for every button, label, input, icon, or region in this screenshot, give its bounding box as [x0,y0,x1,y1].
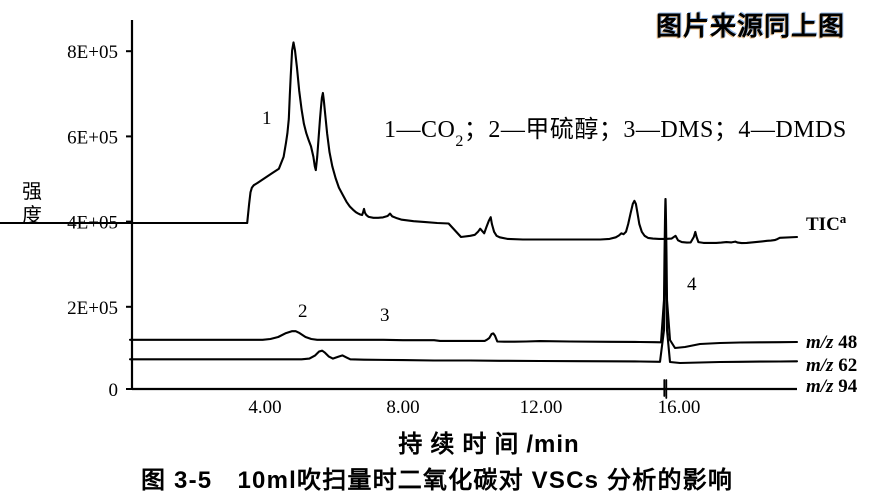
svg-text:图片来源同上图: 图片来源同上图 [656,11,845,41]
svg-text:6E+05: 6E+05 [67,127,118,148]
svg-text:4.00: 4.00 [248,397,281,418]
svg-text:持续时间/min: 持续时间/min [398,430,579,458]
svg-text:0: 0 [109,380,119,401]
svg-text:2: 2 [298,301,308,322]
svg-text:强: 强 [22,181,42,203]
svg-text:m/z 62: m/z 62 [806,355,857,376]
svg-text:16.00: 16.00 [658,397,701,418]
svg-text:m/z 94: m/z 94 [806,376,858,397]
svg-text:3: 3 [380,305,390,326]
svg-text:4: 4 [687,274,697,295]
svg-text:12.00: 12.00 [520,397,563,418]
svg-text:1: 1 [262,108,272,129]
svg-text:8.00: 8.00 [386,397,419,418]
svg-text:m/z 48: m/z 48 [806,332,857,353]
svg-text:图 3-5 10ml吹扫量时二氧化碳对 VSCs 分析的影响: 图 3-5 10ml吹扫量时二氧化碳对 VSCs 分析的影响 [141,466,733,494]
svg-text:2E+05: 2E+05 [67,298,118,319]
svg-text:8E+05: 8E+05 [67,42,118,63]
